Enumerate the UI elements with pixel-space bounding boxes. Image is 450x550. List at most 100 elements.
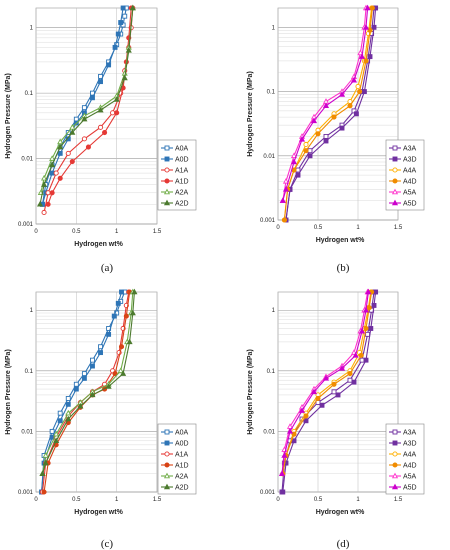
data-point — [367, 306, 371, 310]
y-tick-label: 1 — [272, 25, 276, 31]
chart-panel-4: 0.0010.010.110 0.5 1 1.5Hydrogen wt%Hydroge… — [247, 290, 424, 550]
data-point — [50, 171, 54, 175]
data-point — [308, 154, 312, 158]
x-tick-label: 1.5 — [394, 497, 403, 503]
x-tick-label: 1 — [356, 225, 360, 231]
legend-marker — [165, 463, 169, 467]
y-tick-label: 0.1 — [25, 91, 34, 97]
legend-marker — [393, 441, 397, 445]
legend: A3A A3D A4A A4D A5A A5D — [386, 140, 424, 210]
x-tick-label: 0.5 — [72, 229, 81, 235]
data-point — [332, 382, 336, 386]
data-point — [42, 210, 46, 214]
legend-marker — [393, 157, 397, 161]
y-tick-label: 0.1 — [25, 369, 34, 375]
legend-label: A4A — [403, 452, 417, 459]
data-point — [50, 191, 54, 195]
x-tick-label: 0.5 — [72, 497, 81, 503]
legend-label: A2A — [175, 474, 189, 481]
legend-marker — [165, 146, 169, 150]
data-point — [304, 419, 308, 423]
legend-label: A4D — [403, 179, 417, 186]
panel-label: (a) — [101, 262, 114, 274]
legend-label: A0A — [175, 146, 189, 153]
data-point — [354, 112, 358, 116]
data-point — [340, 126, 344, 130]
data-point — [66, 396, 70, 400]
legend-marker — [165, 430, 169, 434]
data-point — [372, 25, 376, 29]
legend-label: A1D — [175, 179, 189, 186]
data-point — [86, 145, 90, 149]
data-point — [281, 490, 285, 494]
data-point — [119, 345, 123, 349]
legend-marker — [165, 179, 169, 183]
x-axis-label: Hydrogen wt% — [316, 237, 365, 244]
x-tick-label: 0 — [34, 229, 38, 235]
chart-panel-1: 0.001 0.01 0.1 1 0 0.5 1 1.5 Hydrogen wt% Hydroge… — [5, 6, 196, 274]
data-point — [336, 393, 340, 397]
data-point — [82, 372, 86, 376]
x-tick-label: 1 — [115, 229, 119, 235]
legend-label: A1D — [175, 463, 189, 470]
plot-area — [36, 292, 157, 492]
legend: A3A A3D A4A A4D A5A A5D — [386, 424, 424, 494]
data-point — [66, 151, 70, 155]
legend-label: A3A — [403, 146, 417, 153]
data-point — [70, 159, 74, 163]
data-point — [50, 429, 54, 433]
y-tick-label: 0.1 — [267, 369, 276, 375]
x-tick-label: 1 — [115, 497, 119, 503]
data-point — [58, 151, 62, 155]
legend-label: A0D — [175, 157, 189, 164]
data-point — [116, 301, 120, 305]
data-point — [332, 115, 336, 119]
data-point — [119, 21, 123, 25]
chart-panel-3: 0.001 0.01 0.1 1 0 0.5 1 1.5 Hydrogen wt% Hydroge… — [5, 290, 196, 550]
data-point — [348, 104, 352, 108]
data-point — [54, 171, 58, 175]
y-axis-label: Hydrogen Pressure (MPa) — [5, 73, 12, 159]
data-point — [366, 332, 370, 336]
data-point — [102, 130, 106, 134]
y-tick-label: 0.01 — [21, 157, 33, 163]
data-point — [112, 314, 116, 318]
x-axis-label: Hydrogen wt% — [316, 509, 365, 516]
legend-label: A5A — [403, 190, 417, 197]
y-tick-label: 0.01 — [21, 429, 33, 435]
legend-label: A5D — [403, 201, 417, 208]
legend-marker — [165, 168, 169, 172]
legend-label: A3D — [403, 441, 417, 448]
panel-label: (c) — [101, 538, 114, 550]
legend-marker — [165, 157, 169, 161]
data-point — [352, 380, 356, 384]
data-point — [124, 314, 128, 318]
data-point — [107, 332, 111, 336]
data-point — [348, 371, 352, 375]
data-point — [98, 125, 102, 129]
legend-marker — [165, 441, 169, 445]
legend: A0AA0DA1AA1DA2AA2D — [158, 424, 196, 494]
legend-marker — [393, 452, 397, 456]
data-point — [364, 59, 368, 63]
data-point — [123, 14, 127, 18]
legend-label: A4A — [403, 168, 417, 175]
data-point — [369, 326, 373, 330]
data-point — [374, 290, 378, 294]
data-point — [82, 106, 86, 110]
data-point — [320, 403, 324, 407]
legend-label: A2D — [175, 201, 189, 208]
y-tick-label: 0.01 — [263, 429, 275, 435]
legend-marker — [393, 430, 397, 434]
legend-marker — [165, 452, 169, 456]
y-tick-label: 1 — [272, 308, 276, 314]
data-point — [304, 414, 308, 418]
x-tick-label: 0 — [34, 497, 38, 503]
data-point — [308, 149, 312, 153]
legend-label: A1A — [175, 168, 189, 175]
data-point — [304, 142, 308, 146]
data-point — [324, 139, 328, 143]
y-tick-label: 0.001 — [18, 222, 34, 228]
data-point — [332, 390, 336, 394]
legend: A0AA0DA1AA1DA2AA2D — [158, 140, 196, 210]
